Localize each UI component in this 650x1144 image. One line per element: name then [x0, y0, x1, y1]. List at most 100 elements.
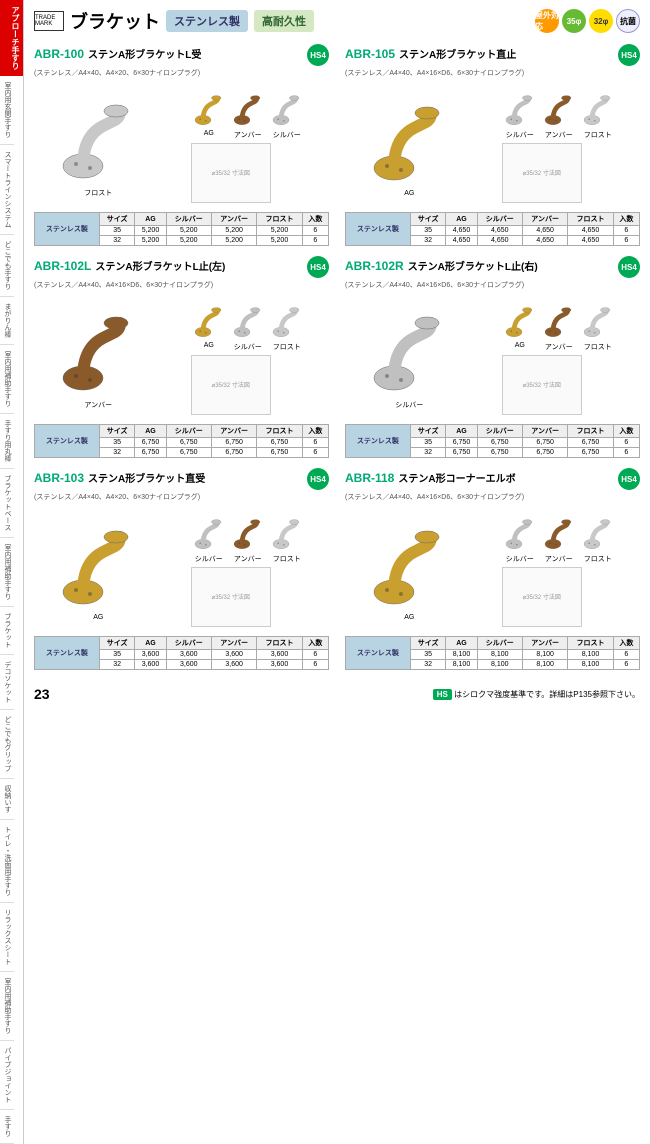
table-cell: 35 [99, 438, 135, 448]
table-header: AG [135, 425, 166, 438]
sidebar-item[interactable]: 室内用補助手すり [0, 972, 14, 1041]
product-code: ABR-102L [34, 259, 91, 273]
bracket-icon [191, 304, 227, 340]
bracket-icon [369, 522, 449, 612]
main-image: AG [369, 522, 449, 621]
table-header: 入数 [302, 213, 328, 226]
table-cell: 5,200 [166, 236, 212, 246]
product-spec: (ステンレス／A4×40、A4×16×D6、6×30ナイロンプラグ) [345, 68, 640, 78]
table-cell: 8,100 [523, 650, 568, 660]
bracket-icon [541, 304, 577, 340]
sidebar-item[interactable]: どこでもグリップ [0, 710, 14, 779]
variant-thumb: AG [191, 304, 227, 352]
hs-badge: HS4 [618, 468, 640, 490]
table-material-label: ステンレス製 [35, 637, 100, 670]
sidebar-item[interactable]: パイプジョイント [0, 1041, 14, 1110]
sidebar-item[interactable]: 室内用補助手すり [0, 345, 14, 414]
table-cell: 8,100 [446, 660, 477, 670]
sidebar-item[interactable]: デコソケット [0, 655, 14, 710]
product-spec: (ステンレス／A4×40、A4×16×D6、6×30ナイロンプラグ) [34, 280, 329, 290]
sidebar-item[interactable]: 室内用玄関手すり [0, 76, 14, 145]
table-cell: 6 [613, 448, 639, 458]
price-table: ステンレス製サイズAGシルバーアンバーフロスト入数354,6504,6504,6… [345, 212, 640, 246]
bracket-icon [502, 304, 538, 340]
table-cell: 5,200 [212, 226, 257, 236]
table-header: アンバー [523, 425, 568, 438]
table-material-label: ステンレス製 [35, 425, 100, 458]
table-cell: 6,750 [135, 438, 166, 448]
sidebar-item[interactable]: スマートラインシステム [0, 145, 14, 235]
table-header: AG [135, 637, 166, 650]
table-header: シルバー [477, 425, 523, 438]
table-cell: 8,100 [568, 660, 614, 670]
sidebar-item[interactable]: まがりん棒 [0, 297, 14, 345]
variant-label: シルバー [506, 130, 534, 140]
table-material-label: ステンレス製 [35, 213, 100, 246]
sidebar-item[interactable]: ブラケット [0, 607, 14, 655]
table-cell: 6,750 [257, 448, 303, 458]
table-cell: 8,100 [477, 650, 523, 660]
table-header: 入数 [613, 637, 639, 650]
sidebar-item[interactable]: 手すり [0, 1110, 14, 1144]
table-header: サイズ [410, 425, 446, 438]
price-table: ステンレス製サイズAGシルバーアンバーフロスト入数358,1008,1008,1… [345, 636, 640, 670]
table-cell: 4,650 [568, 236, 614, 246]
dimension-diagram: ⌀35/32 寸法図 [502, 143, 582, 203]
page-number: 23 [34, 686, 50, 702]
table-cell: 3,600 [166, 650, 212, 660]
table-header: サイズ [99, 425, 135, 438]
table-cell: 3,600 [135, 650, 166, 660]
product-code: ABR-118 [345, 471, 394, 485]
table-cell: 4,650 [477, 226, 523, 236]
sidebar-item[interactable]: ブラケットベース [0, 469, 14, 538]
variant-thumb: フロスト [580, 304, 616, 352]
sidebar-item[interactable]: 手すり用丸棒 [0, 414, 14, 469]
table-cell: 6 [613, 650, 639, 660]
variant-thumb: アンバー [541, 92, 577, 140]
hs-badge: HS4 [307, 256, 329, 278]
bracket-icon [58, 308, 138, 398]
dimension-diagram: ⌀35/32 寸法図 [191, 355, 271, 415]
variant-thumb: フロスト [269, 304, 305, 352]
table-cell: 6,750 [212, 448, 257, 458]
table-cell: 6 [613, 438, 639, 448]
sidebar-item[interactable]: 室内用補助手すり [0, 538, 14, 607]
table-cell: 6 [302, 236, 328, 246]
page-title: ブラケット [70, 8, 160, 34]
main-image-label: AG [404, 614, 414, 621]
main-image-label: シルバー [395, 400, 423, 410]
product-card: ABR-100 ステンA形ブラケットL受 HS4 (ステンレス／A4×40、A4… [34, 44, 329, 246]
bracket-icon [269, 92, 305, 128]
header: TRADE MARK ブラケット ステンレス製 高耐久性 屋外対応 35φ 32… [34, 8, 640, 34]
main-image: AG [369, 98, 449, 197]
table-header: シルバー [166, 213, 212, 226]
table-cell: 32 [410, 448, 446, 458]
table-cell: 6,750 [166, 438, 212, 448]
variant-label: フロスト [584, 342, 612, 352]
table-cell: 5,200 [166, 226, 212, 236]
product-name: ステンA形ブラケット直受 [88, 470, 205, 485]
hs-note: HS はシロクマ強度基準です。詳細はP135参照下さい。 [433, 689, 640, 700]
sidebar-items: 室内用玄関手すりスマートラインシステムどこでも手すりまがりん棒室内用補助手すり手… [0, 76, 23, 1144]
sidebar-item[interactable]: トイレ・洗面用手すり [0, 820, 14, 903]
main-image-label: フロスト [84, 188, 112, 198]
bracket-icon [580, 92, 616, 128]
bracket-icon [230, 516, 266, 552]
table-cell: 6 [302, 438, 328, 448]
dimension-diagram: ⌀35/32 寸法図 [191, 143, 271, 203]
table-cell: 5,200 [257, 236, 303, 246]
variant-label: フロスト [273, 554, 301, 564]
diameter-35-icon: 35φ [562, 9, 586, 33]
variant-thumb: アンバー [230, 516, 266, 564]
sidebar-category: アプローチ手すり [0, 0, 23, 76]
variant-thumb: フロスト [580, 92, 616, 140]
sidebar-item[interactable]: 収納いす [0, 779, 14, 820]
product-card: ABR-105 ステンA形ブラケット直止 HS4 (ステンレス／A4×40、A4… [345, 44, 640, 246]
dimension-diagram: ⌀35/32 寸法図 [502, 355, 582, 415]
table-header: アンバー [523, 213, 568, 226]
table-cell: 4,650 [523, 226, 568, 236]
sidebar-item[interactable]: どこでも手すり [0, 235, 14, 297]
sidebar-item[interactable]: リラックスシート [0, 903, 14, 972]
bracket-icon [369, 308, 449, 398]
table-cell: 35 [410, 226, 446, 236]
